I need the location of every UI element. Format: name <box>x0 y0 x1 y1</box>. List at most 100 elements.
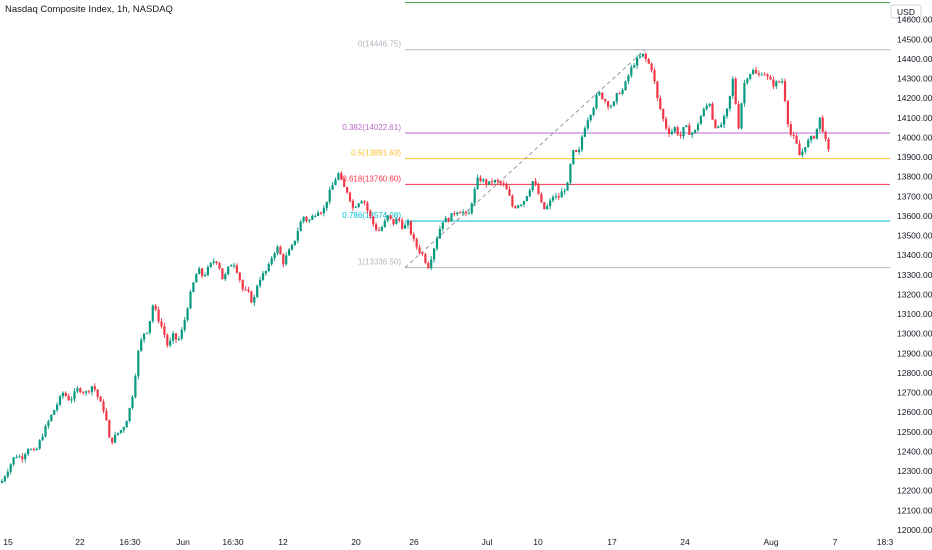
y-tick-label: 13700.00 <box>897 191 932 201</box>
candle-body <box>380 227 383 231</box>
time-axis[interactable]: 15 22 16:30 Jun 16:30 12 20 26 Jul 10 17 24 Aug 7 18:3 <box>3 537 893 547</box>
candle-body <box>818 117 821 129</box>
candle-body <box>508 189 511 196</box>
candle-body <box>166 334 169 346</box>
candle-body <box>781 81 784 83</box>
candle-body <box>404 225 407 229</box>
candle-body <box>366 202 369 211</box>
candle-body <box>70 399 73 401</box>
candle-body <box>27 449 30 455</box>
candle-body <box>725 108 729 117</box>
candle-body <box>618 93 621 95</box>
y-tick-label: 14600.00 <box>897 15 932 25</box>
candle-body <box>444 217 447 223</box>
candle-body <box>398 218 401 221</box>
candle-body <box>694 129 697 133</box>
candle-body <box>18 456 21 458</box>
candle-body <box>517 205 520 209</box>
candle-body <box>595 94 598 109</box>
candle-body <box>203 275 207 277</box>
candle-body <box>409 221 412 235</box>
candle-body <box>717 126 720 128</box>
candle-body <box>711 103 714 120</box>
candle-body <box>64 392 67 396</box>
candle-body <box>592 108 595 116</box>
x-tick-label: 16:30 <box>222 537 244 547</box>
candle-body <box>723 116 726 125</box>
candle-body <box>96 389 99 397</box>
candle-body <box>174 333 178 340</box>
fibonacci-retracement[interactable]: 0(14446.75) 0.382(14022.61) 0.5(13891.63) 0… <box>342 2 890 269</box>
candle-body <box>21 456 24 460</box>
x-tick-label: 16:30 <box>119 537 141 547</box>
candle-body <box>79 388 82 393</box>
candle-body <box>401 220 404 229</box>
candle-body <box>369 210 372 217</box>
candle-body <box>511 195 514 207</box>
candle-body <box>665 118 668 129</box>
candle-body <box>528 190 531 197</box>
candle-body <box>746 78 749 84</box>
candle-body <box>453 213 456 215</box>
candle-body <box>734 78 737 105</box>
candle-body <box>392 218 395 225</box>
y-tick-label: 13800.00 <box>897 172 932 182</box>
candle-body <box>662 108 665 119</box>
candle-body <box>305 216 308 222</box>
candle-body <box>192 282 195 292</box>
candle-body <box>56 404 59 411</box>
candle-body <box>241 280 244 290</box>
fib-level-label: 0.618(13760.60) <box>342 174 401 183</box>
candle-body <box>206 267 209 276</box>
candle-body <box>282 254 285 265</box>
candle-body <box>102 401 105 412</box>
candle-body <box>566 182 569 191</box>
y-tick-label: 14500.00 <box>897 34 932 44</box>
candle-body <box>317 212 320 216</box>
candle-body <box>754 69 758 74</box>
candle-body <box>824 131 827 139</box>
candle-body <box>93 386 96 390</box>
fib-level-label: 0.382(14022.61) <box>342 123 401 132</box>
y-tick-label: 12200.00 <box>897 486 932 496</box>
candle-body <box>32 449 35 451</box>
candle-body <box>470 203 473 214</box>
candle-body <box>560 191 563 198</box>
candle-body <box>383 220 386 228</box>
candle-body <box>473 188 476 204</box>
candle-body <box>151 305 154 322</box>
candle-body <box>728 95 731 109</box>
candle-body <box>328 189 331 202</box>
y-tick-label: 14400.00 <box>897 54 932 64</box>
candle-body <box>346 186 349 193</box>
candle-body <box>137 350 140 377</box>
candle-body <box>3 476 6 481</box>
candle-body <box>160 321 163 327</box>
candle-body <box>650 63 653 71</box>
candle-body <box>807 140 810 148</box>
candle-body <box>688 125 691 135</box>
candle-body <box>238 272 241 281</box>
candle-body <box>601 92 604 100</box>
y-tick-label: 14200.00 <box>897 93 932 103</box>
candle-body <box>546 206 549 210</box>
candle-body <box>502 183 505 185</box>
y-tick-label: 13400.00 <box>897 250 932 260</box>
price-axis[interactable]: USD 12000.00 12100.00 12200.00 12300.00 1240… <box>890 4 932 535</box>
candle-body <box>554 196 557 198</box>
y-tick-label: 12600.00 <box>897 407 932 417</box>
candle-body <box>218 263 221 269</box>
candle-body <box>638 56 642 58</box>
candle-body <box>343 179 346 187</box>
candle-body <box>58 396 62 405</box>
candle-body <box>760 74 763 76</box>
candle-body <box>61 392 64 397</box>
candle-body <box>122 427 125 431</box>
candle-body <box>522 201 526 205</box>
x-tick-label: 22 <box>75 537 85 547</box>
candle-body <box>673 127 676 132</box>
y-tick-label: 13200.00 <box>897 289 932 299</box>
candle-body <box>85 391 88 393</box>
candle-body <box>154 305 157 310</box>
